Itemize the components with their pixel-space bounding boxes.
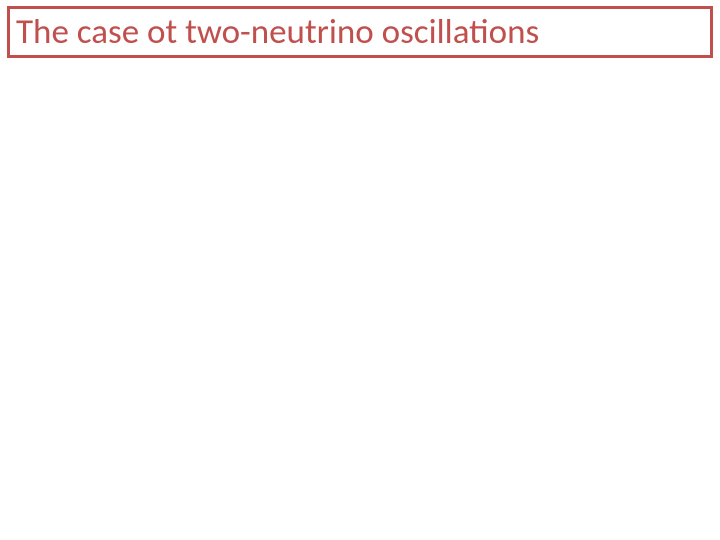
slide-title: The case ot two-neutrino oscillations — [10, 9, 710, 53]
slide: The case ot two-neutrino oscillations — [0, 0, 720, 540]
title-box: The case ot two-neutrino oscillations — [7, 6, 713, 58]
